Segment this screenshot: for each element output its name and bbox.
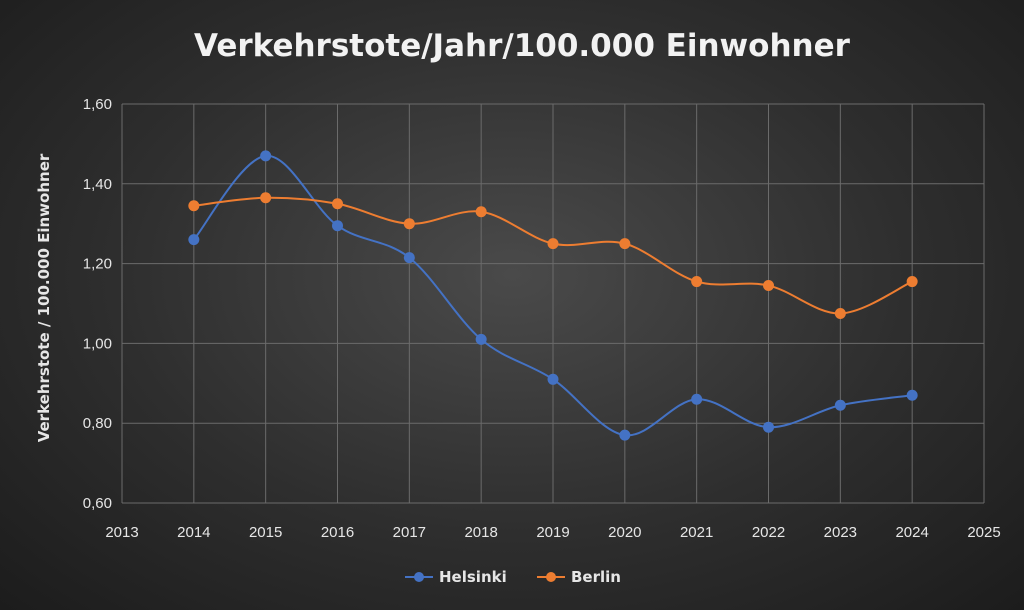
data-point-berlin[interactable] (906, 276, 918, 288)
data-point-helsinki[interactable] (475, 333, 487, 345)
data-point-helsinki[interactable] (403, 252, 415, 264)
legend-label: Helsinki (439, 568, 507, 586)
legend[interactable]: Helsinki Berlin (405, 568, 621, 586)
y-tick-label: 1,00 (83, 335, 112, 352)
data-point-helsinki[interactable] (906, 389, 918, 401)
x-tick-label: 2018 (464, 524, 497, 541)
x-tick-label: 2022 (752, 524, 785, 541)
legend-item-berlin[interactable]: Berlin (537, 568, 621, 586)
data-point-berlin[interactable] (763, 280, 774, 292)
data-point-berlin[interactable] (834, 307, 846, 319)
data-point-helsinki[interactable] (691, 393, 703, 405)
x-tick-label: 2014 (177, 524, 210, 541)
x-tick-label: 2017 (393, 524, 426, 541)
y-tick-label: 1,40 (83, 176, 112, 193)
data-point-berlin[interactable] (475, 206, 487, 218)
legend-item-helsinki[interactable]: Helsinki (405, 568, 507, 586)
series-berlin (188, 192, 918, 319)
chart-title: Verkehrstote/Jahr/100.000 Einwohner (194, 28, 851, 64)
data-point-helsinki[interactable] (188, 234, 200, 246)
x-tick-label: 2023 (824, 524, 857, 541)
x-tick-label: 2015 (249, 524, 282, 541)
data-point-berlin[interactable] (188, 200, 200, 212)
data-point-berlin[interactable] (332, 198, 343, 210)
data-point-berlin[interactable] (547, 238, 559, 250)
data-point-helsinki[interactable] (834, 399, 846, 411)
data-point-berlin[interactable] (260, 192, 272, 204)
series-layer (188, 150, 918, 441)
data-point-berlin[interactable] (691, 276, 703, 288)
x-tick-label: 2019 (536, 524, 569, 541)
legend-swatch-marker (414, 572, 424, 582)
y-tick-label: 1,60 (83, 96, 112, 113)
y-tick-label: 0,80 (83, 415, 112, 432)
x-tick-label: 2024 (895, 524, 928, 541)
data-point-helsinki[interactable] (547, 373, 559, 385)
y-tick-label: 0,60 (83, 495, 112, 512)
y-tick-label: 1,20 (83, 256, 112, 273)
data-point-helsinki[interactable] (260, 150, 272, 162)
x-tick-label: 2021 (680, 524, 713, 541)
axes: 0,60 0,80 1,00 1,20 1,40 1,60 2013 2014 2015 2016… (83, 96, 1001, 541)
series-helsinki (188, 150, 918, 441)
data-point-helsinki[interactable] (763, 421, 774, 433)
legend-swatch-marker (546, 572, 556, 582)
legend-label: Berlin (571, 568, 621, 586)
data-point-helsinki[interactable] (332, 220, 343, 232)
data-point-berlin[interactable] (619, 238, 631, 250)
y-axis-label: Verkehrstote / 100.000 Einwohner (35, 153, 53, 442)
series-line-helsinki (193, 154, 913, 437)
x-tick-label: 2020 (608, 524, 641, 541)
data-point-berlin[interactable] (403, 218, 415, 230)
x-tick-label: 2016 (321, 524, 354, 541)
x-tick-label: 2025 (967, 524, 1000, 541)
data-point-helsinki[interactable] (619, 429, 631, 441)
x-tick-label: 2013 (105, 524, 138, 541)
